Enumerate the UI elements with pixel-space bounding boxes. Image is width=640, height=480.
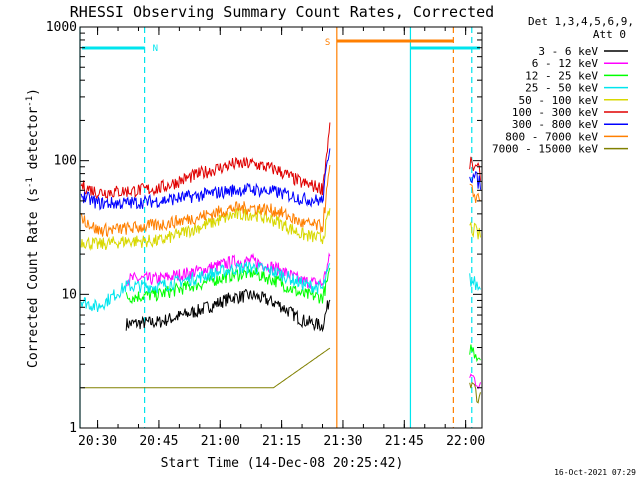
y-tick-label: 1000 (46, 20, 77, 35)
x-axis-label: Start Time (14-Dec-08 20:25:42) (161, 456, 404, 471)
x-tick-label: 22:00 (446, 434, 485, 449)
y-axis-label-part1: Corrected Count Rate (s (26, 188, 41, 368)
x-tick-label: 21:00 (201, 434, 240, 449)
series-line-tail (469, 381, 481, 404)
series-line (80, 122, 331, 200)
x-tick-label: 20:45 (139, 434, 178, 449)
x-tick-label: 21:15 (262, 434, 301, 449)
flag-s-label: S (325, 38, 330, 48)
y-axis-label-sup2: -1 (25, 96, 35, 107)
y-tick-label: 100 (54, 154, 77, 169)
legend-entry-label: 50 - 100 keV (519, 94, 599, 107)
series-line (80, 207, 331, 252)
x-tick-label: 21:45 (385, 434, 424, 449)
series-line-tail (469, 373, 481, 390)
chart-title: RHESSI Observing Summary Count Rates, Co… (70, 3, 494, 21)
series-line-tail (469, 183, 481, 203)
legend-header-line1: Det 1,3,4,5,6,9, (528, 15, 634, 28)
x-axis: 20:30 20:45 21:00 21:15 21:30 21:45 22:00 (78, 27, 485, 449)
legend-entry-label: 3 - 6 keV (538, 45, 598, 58)
y-axis-label-sup1: -1 (25, 177, 35, 188)
legend-entry-label: 25 - 50 keV (525, 82, 598, 95)
series-line-tail (469, 156, 481, 181)
series-line-tail (469, 344, 481, 363)
y-axis-label-part2: detector (26, 107, 41, 178)
series-line-tail (469, 273, 481, 292)
y-axis-label-part3: ) (26, 88, 41, 96)
y-axis: 1 10 100 1000 (46, 20, 482, 436)
flag-bars: NS (82, 38, 480, 54)
series-line (125, 288, 331, 333)
x-tick-label: 21:30 (323, 434, 362, 449)
x-tick-label: 20:30 (78, 434, 117, 449)
series-line (80, 148, 331, 211)
flag-n-label: N (153, 44, 158, 54)
legend-entry-label: 7000 - 15000 keV (492, 143, 598, 156)
legend-entry-label: 800 - 7000 keV (505, 130, 598, 143)
generation-timestamp: 16-Oct-2021 07:29 (554, 468, 636, 477)
series-line (81, 347, 331, 389)
series-line (126, 252, 331, 289)
series-line-tail (469, 171, 481, 190)
legend-entry-label: 300 - 800 keV (512, 118, 598, 131)
data-series (80, 122, 481, 404)
legend-entry-label: 12 - 25 keV (525, 69, 598, 82)
y-tick-label: 1 (69, 421, 77, 436)
legend-entry-label: 6 - 12 keV (532, 57, 599, 70)
y-axis-label: Corrected Count Rate (s-1 detector-1) (25, 88, 41, 368)
y-tick-label: 10 (61, 287, 77, 302)
series-line (80, 164, 331, 238)
plot-frame (79, 26, 483, 429)
series-line-tail (469, 221, 481, 240)
series-line (80, 261, 331, 312)
legend-entry-label: 100 - 300 keV (512, 106, 598, 119)
legend-header-line2: Att 0 (593, 28, 626, 41)
